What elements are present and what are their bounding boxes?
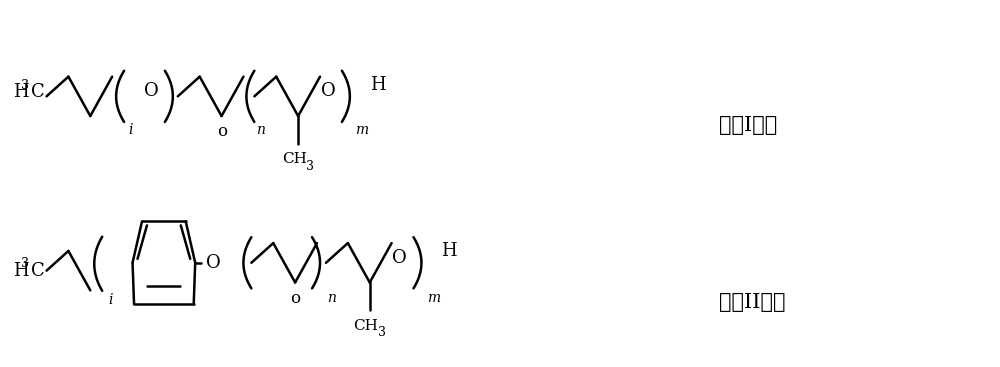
Text: H: H	[441, 242, 457, 260]
Text: 3: 3	[21, 257, 29, 270]
Text: H: H	[370, 76, 385, 94]
Text: 式（II）；: 式（II）；	[719, 292, 785, 312]
Text: H: H	[13, 83, 28, 101]
Text: n: n	[328, 291, 336, 305]
Text: H: H	[13, 262, 28, 280]
Text: m: m	[355, 123, 368, 137]
Text: o: o	[290, 290, 300, 307]
Text: 式（I）；: 式（I）；	[719, 116, 777, 135]
Text: n: n	[256, 123, 265, 137]
Text: O: O	[206, 254, 221, 272]
Text: i: i	[108, 293, 112, 307]
Text: o: o	[217, 123, 228, 140]
Text: 3: 3	[378, 326, 386, 339]
Text: O: O	[321, 83, 335, 101]
Text: i: i	[128, 123, 132, 137]
Text: C: C	[31, 262, 44, 280]
Text: m: m	[427, 291, 440, 305]
Text: C: C	[31, 83, 44, 101]
Text: CH: CH	[353, 319, 378, 333]
Text: CH: CH	[282, 152, 307, 166]
Text: 3: 3	[306, 160, 314, 173]
Text: O: O	[392, 249, 407, 267]
Text: 3: 3	[21, 79, 29, 92]
Text: O: O	[144, 83, 158, 101]
